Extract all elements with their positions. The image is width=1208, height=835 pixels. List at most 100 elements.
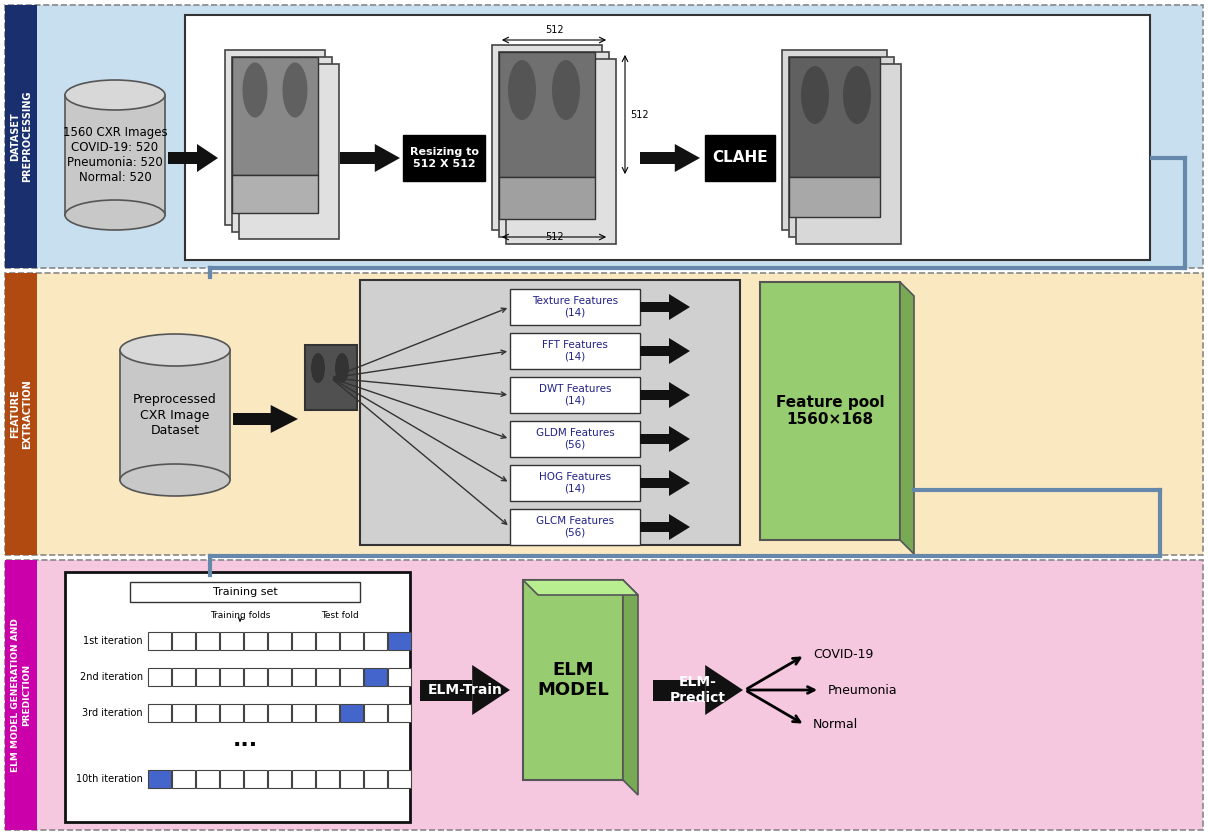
FancyBboxPatch shape [510,289,640,325]
Polygon shape [669,514,690,540]
Text: DATASET
PREPROCESSING: DATASET PREPROCESSING [10,91,31,182]
Text: Pneumonia: Pneumonia [827,684,898,696]
Ellipse shape [243,63,267,118]
Text: Training set: Training set [213,587,278,597]
FancyBboxPatch shape [364,704,387,722]
FancyBboxPatch shape [640,478,669,488]
Polygon shape [374,144,400,172]
Text: Test fold: Test fold [321,610,359,620]
Ellipse shape [801,66,829,124]
Text: Preprocessed
CXR Image
Dataset: Preprocessed CXR Image Dataset [133,393,217,437]
FancyBboxPatch shape [244,704,267,722]
Polygon shape [705,665,743,715]
FancyBboxPatch shape [196,770,219,788]
FancyBboxPatch shape [149,704,172,722]
FancyBboxPatch shape [506,59,616,244]
FancyBboxPatch shape [640,301,669,312]
FancyBboxPatch shape [196,668,219,686]
Text: 1st iteration: 1st iteration [83,636,143,646]
Polygon shape [271,405,298,433]
FancyBboxPatch shape [360,280,741,545]
Text: ELM MODEL GENERATION AND
PREDICTION: ELM MODEL GENERATION AND PREDICTION [11,618,30,772]
Text: HOG Features
(14): HOG Features (14) [539,473,611,493]
FancyBboxPatch shape [339,632,362,650]
FancyBboxPatch shape [796,64,901,244]
Ellipse shape [65,200,165,230]
Polygon shape [675,144,699,172]
Text: GLCM Features
(56): GLCM Features (56) [536,516,614,538]
Polygon shape [669,426,690,452]
FancyBboxPatch shape [65,95,165,215]
Text: FEATURE
EXTRACTION: FEATURE EXTRACTION [10,379,31,449]
Polygon shape [523,580,638,595]
FancyBboxPatch shape [316,632,339,650]
FancyBboxPatch shape [292,668,315,686]
FancyBboxPatch shape [316,704,339,722]
FancyBboxPatch shape [499,177,596,219]
FancyBboxPatch shape [268,770,291,788]
FancyBboxPatch shape [640,522,669,533]
FancyBboxPatch shape [185,15,1150,260]
Text: Feature pool
1560×168: Feature pool 1560×168 [776,395,884,428]
Text: ELM-Train: ELM-Train [428,683,503,697]
FancyBboxPatch shape [640,346,669,357]
FancyBboxPatch shape [510,377,640,413]
Text: Resizing to
512 X 512: Resizing to 512 X 512 [410,147,478,169]
FancyBboxPatch shape [220,704,243,722]
FancyBboxPatch shape [268,668,291,686]
FancyBboxPatch shape [233,413,271,425]
Polygon shape [472,665,510,715]
Text: 3rd iteration: 3rd iteration [82,708,143,718]
FancyBboxPatch shape [244,632,267,650]
Ellipse shape [283,63,308,118]
FancyBboxPatch shape [499,52,609,237]
Polygon shape [900,282,914,554]
Ellipse shape [509,60,536,120]
FancyBboxPatch shape [654,680,705,701]
FancyBboxPatch shape [5,560,37,830]
FancyBboxPatch shape [168,152,197,164]
FancyBboxPatch shape [5,273,1203,555]
Text: 1560 CXR Images
COVID-19: 520
Pneumonia: 520
Normal: 520: 1560 CXR Images COVID-19: 520 Pneumonia:… [63,126,168,184]
FancyBboxPatch shape [510,421,640,457]
FancyBboxPatch shape [220,632,243,650]
Text: ...: ... [232,730,257,750]
FancyBboxPatch shape [339,668,362,686]
FancyBboxPatch shape [232,175,318,213]
FancyBboxPatch shape [316,770,339,788]
Polygon shape [669,294,690,320]
Text: Texture Features
(14): Texture Features (14) [532,296,618,318]
Ellipse shape [120,464,230,496]
FancyBboxPatch shape [5,5,37,268]
FancyBboxPatch shape [789,177,879,217]
FancyBboxPatch shape [130,582,360,602]
FancyBboxPatch shape [388,668,411,686]
FancyBboxPatch shape [196,704,219,722]
FancyBboxPatch shape [420,680,472,701]
Text: 512: 512 [545,25,563,35]
Ellipse shape [120,334,230,366]
FancyBboxPatch shape [640,390,669,401]
Polygon shape [623,580,638,795]
Ellipse shape [335,353,349,383]
FancyBboxPatch shape [5,5,1203,268]
FancyBboxPatch shape [5,560,1203,830]
FancyBboxPatch shape [232,57,332,232]
Text: 2nd iteration: 2nd iteration [80,672,143,682]
FancyBboxPatch shape [172,668,194,686]
FancyBboxPatch shape [364,668,387,686]
FancyBboxPatch shape [640,152,675,164]
FancyBboxPatch shape [149,770,172,788]
FancyBboxPatch shape [196,632,219,650]
FancyBboxPatch shape [640,433,669,444]
FancyBboxPatch shape [510,465,640,501]
FancyBboxPatch shape [782,50,887,230]
Text: ELM-
Predict: ELM- Predict [670,675,726,705]
FancyBboxPatch shape [364,632,387,650]
FancyBboxPatch shape [149,632,172,650]
Polygon shape [669,338,690,364]
FancyBboxPatch shape [339,152,374,164]
FancyBboxPatch shape [510,509,640,545]
Text: 512: 512 [545,232,563,242]
FancyBboxPatch shape [789,57,894,237]
